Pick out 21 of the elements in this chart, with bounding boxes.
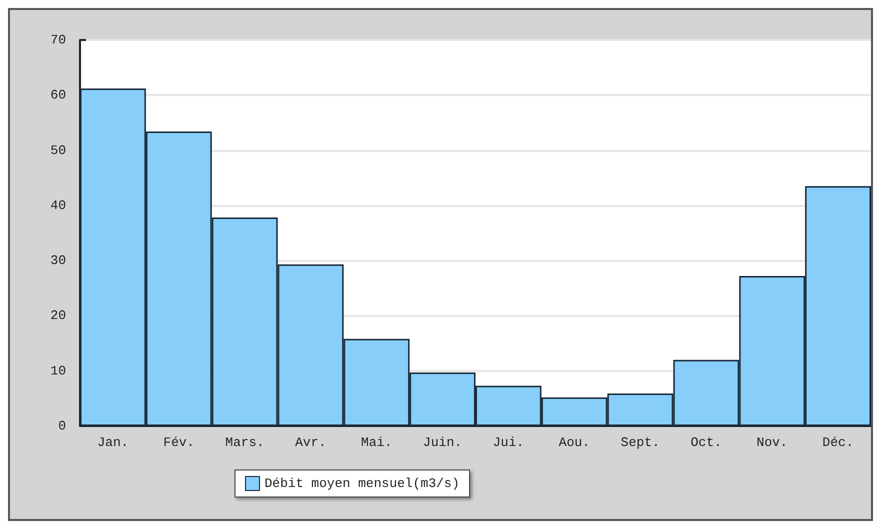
y-tick-label: 30 [50,253,66,268]
x-tick-label: Sept. [620,435,660,450]
x-tick-label: Mai. [361,435,392,450]
x-tick-label: Aou. [558,435,590,450]
y-tick-label: 0 [58,418,66,434]
y-tick-label: 70 [50,32,66,48]
y-tick-label: 60 [50,88,66,103]
y-tick-label: 40 [50,198,66,213]
x-tick-label: Avr. [295,435,326,450]
x-tick-label: Déc. [822,435,854,450]
x-tick-label: Oct. [690,435,722,450]
x-tick-label: Nov. [756,435,788,450]
y-tick-label: 50 [50,142,66,158]
x-tick-label: Fév. [163,435,194,450]
x-tick-label: Jui. [492,435,524,450]
x-tick-label: Jan. [97,435,129,450]
x-tick-label: Juin. [423,435,462,450]
y-tick-label: 10 [50,363,66,378]
legend-label: Débit moyen mensuel(m3/s) [264,476,460,491]
x-tick-label: Mars. [225,435,264,450]
y-tick-label: 20 [50,308,66,324]
